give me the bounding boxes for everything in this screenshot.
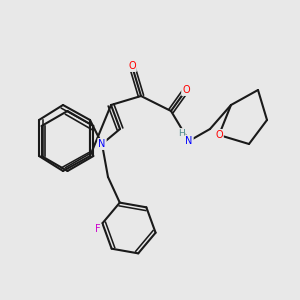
Text: N: N (185, 136, 193, 146)
Text: O: O (128, 61, 136, 71)
Text: O: O (182, 85, 190, 95)
Text: N: N (98, 139, 106, 149)
Text: H: H (178, 129, 185, 138)
Text: F: F (95, 224, 101, 234)
Text: O: O (215, 130, 223, 140)
